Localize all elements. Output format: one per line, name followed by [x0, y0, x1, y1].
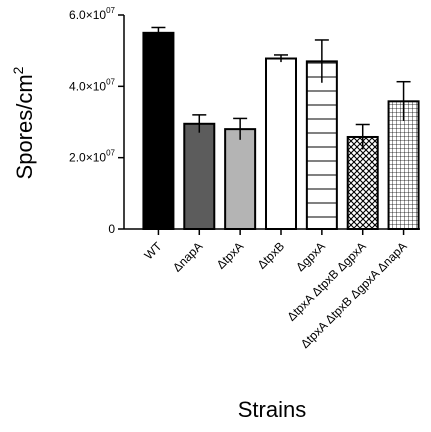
error-bar [314, 39, 329, 83]
y-tick-label: 2.0×1007 [69, 149, 115, 165]
y-tick-label: 0 [108, 222, 115, 236]
bar [183, 122, 216, 230]
y-tick-mantissa: 0 [108, 222, 115, 236]
x-tick-label: ΔtpxB [255, 239, 288, 272]
x-tick-label: ΔtpxA ΔtpxB ΔgpxA [284, 239, 368, 323]
y-tick-label: 6.0×1007 [69, 6, 115, 22]
y-axis-title: Spores/cm2 [10, 66, 37, 179]
error-bars [151, 26, 411, 150]
y-axis-title-text: Spores/cm [12, 74, 37, 179]
error-bar [355, 123, 370, 150]
error-bar [151, 26, 166, 39]
bar [265, 57, 297, 230]
bar [387, 100, 420, 230]
x-tick-label: WT [141, 239, 165, 263]
y-axis-title-superscript: 2 [10, 66, 26, 74]
x-tick-label: ΔnapA [170, 239, 205, 274]
error-bar [192, 114, 207, 133]
bar [346, 135, 379, 230]
x-tick-label: ΔgpxA [293, 239, 328, 274]
bar [305, 60, 338, 230]
y-tick-exponent: 07 [106, 149, 115, 158]
y-tick-mantissa: 2.0×10 [69, 151, 106, 165]
x-axis-title: Strains [238, 397, 306, 422]
bars [142, 31, 420, 231]
bar [142, 31, 175, 231]
y-tick-mantissa: 4.0×10 [69, 79, 106, 93]
y-tick-mantissa: 6.0×10 [69, 8, 106, 22]
y-tick-label: 4.0×1007 [69, 77, 115, 93]
bar [224, 128, 257, 230]
error-bar [396, 80, 411, 121]
y-tick-exponent: 07 [106, 77, 115, 86]
error-bar [233, 117, 248, 140]
y-tick-exponent: 07 [106, 6, 115, 15]
error-bar [274, 54, 288, 63]
x-tick-label: ΔtpxA [214, 239, 247, 272]
